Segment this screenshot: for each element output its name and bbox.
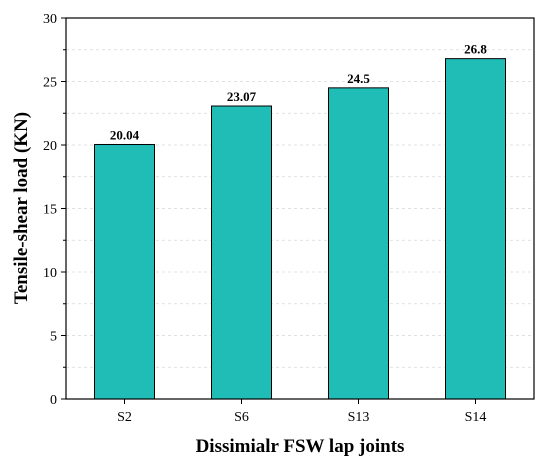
x-axis-title: Dissimialr FSW lap joints: [196, 436, 405, 457]
bars: [94, 58, 506, 400]
y-tick-label: 5: [50, 330, 57, 345]
y-tick-label: 20: [43, 139, 57, 154]
data-labels: 20.04 23.07 24.5 26.8: [110, 42, 488, 143]
y-axis-ticks: 0 5 10 15 20 25 30: [43, 12, 66, 408]
bar-s2: [94, 143, 155, 400]
x-axis-ticks: S2 S6 S13 S14: [117, 399, 486, 425]
x-tick-label: S14: [465, 410, 487, 425]
bar-s6: [211, 105, 272, 400]
bar-s14: [445, 58, 506, 400]
y-tick-label: 30: [43, 12, 57, 27]
y-tick-label: 25: [43, 76, 57, 91]
x-tick-label: S2: [117, 410, 132, 425]
y-axis-title: Tensile-shear load (KN): [11, 112, 32, 304]
x-tick-label: S13: [348, 410, 370, 425]
data-label: 20.04: [110, 127, 140, 142]
bar-s13: [328, 87, 389, 400]
data-label: 23.07: [227, 89, 257, 104]
y-tick-label: 0: [50, 393, 57, 408]
x-tick-label: S6: [234, 410, 249, 425]
data-label: 26.8: [464, 42, 487, 57]
data-label: 24.5: [347, 71, 370, 86]
y-tick-label: 15: [43, 203, 57, 218]
y-tick-label: 10: [43, 266, 57, 281]
